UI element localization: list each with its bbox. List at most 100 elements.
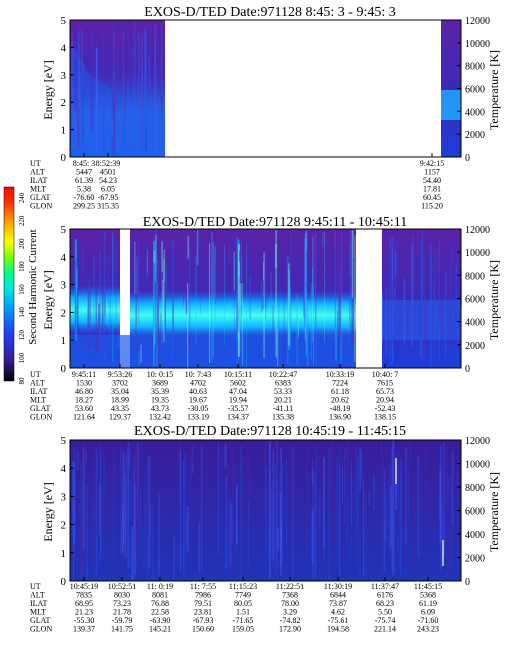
spectrogram-column (323, 457, 325, 547)
spectrogram-column (229, 500, 232, 567)
spectrogram-column (161, 22, 163, 96)
y-tick-label: 3 (61, 491, 67, 503)
y-tick-label: 1 (61, 548, 67, 560)
colorbar-label: Second Harmonic Current (27, 229, 39, 344)
y-tick-label: 3 (61, 280, 67, 292)
spectrogram-column (383, 469, 386, 573)
orbit-value: 47.04 (229, 387, 247, 396)
spectrogram-column (132, 505, 134, 577)
spectrogram-column (81, 89, 83, 154)
orbit-value: 4.62 (331, 608, 345, 617)
orbit-value: 9:42:15 (420, 159, 444, 168)
y-axis-label: Energy [eV] (41, 270, 55, 329)
spectrogram-column (341, 232, 343, 364)
spectrogram-column (123, 460, 126, 533)
spectrogram-column (132, 78, 134, 98)
orbit-value: 136.90 (329, 413, 351, 422)
spectrogram-column (281, 453, 283, 536)
spectrogram-column (94, 482, 96, 561)
spectrogram-column (398, 237, 399, 337)
spectrogram-column (148, 456, 151, 569)
orbit-value: 80.05 (234, 599, 252, 608)
row-label: ILAT (30, 599, 47, 608)
spectrogram-column (75, 449, 76, 572)
spectrogram-column (173, 535, 175, 580)
spectrogram-column (240, 241, 242, 351)
orbit-value: 22.58 (151, 608, 169, 617)
spectrogram-column (438, 240, 440, 360)
spectrogram-column (287, 341, 289, 354)
orbit-value: 19.67 (189, 396, 207, 405)
spectrogram-column (82, 245, 83, 276)
spectrogram-column (386, 489, 387, 543)
spectrogram-column (334, 488, 337, 544)
row-label: UT (30, 159, 41, 168)
spectrogram-column (89, 285, 91, 330)
spectrogram-column (424, 251, 426, 357)
spectrogram-column (122, 33, 124, 84)
y-tick-label: 2 (61, 520, 67, 532)
spectrogram-column (102, 92, 105, 131)
spectrogram-column (336, 454, 338, 568)
colorbar-tick-label: 140 (18, 307, 26, 318)
spectrogram-column (78, 26, 80, 81)
spectrogram-column (443, 442, 445, 557)
orbit-value: 11:22:51 (276, 582, 304, 591)
y-tick-label: 2 (61, 97, 67, 109)
spectrogram-column (240, 446, 242, 581)
spectrogram-column (147, 477, 149, 527)
orbit-value: 6.05 (101, 185, 115, 194)
spectrogram-column (136, 443, 139, 566)
spectrogram-column (280, 448, 282, 577)
spectrogram-column (74, 446, 76, 557)
spectrogram-column (90, 73, 92, 133)
spectrogram-data (441, 20, 461, 157)
row-label: GLON (30, 202, 52, 211)
orbit-value: -52.43 (375, 404, 396, 413)
spectrogram-column (268, 524, 270, 553)
orbit-value: 61.18 (331, 387, 349, 396)
spectrogram-column (240, 258, 243, 317)
spectrogram-column (351, 230, 354, 299)
spectrogram-column (148, 56, 151, 89)
spectrogram-column (355, 445, 357, 563)
orbit-value: 19.94 (229, 396, 247, 405)
spectrogram-column (344, 450, 346, 524)
spectrogram-column (241, 283, 244, 366)
spectrogram-column (138, 234, 140, 325)
spectrogram-column (79, 524, 82, 580)
spectrogram-column (195, 257, 197, 345)
y2-tick-label: 6000 (465, 507, 485, 518)
orbit-value: 7615 (377, 379, 393, 388)
spectrogram-column (164, 245, 166, 339)
orbit-value: 65.73 (376, 387, 394, 396)
spectrogram-column (81, 85, 84, 144)
spectrogram-column (153, 328, 155, 347)
spectrogram-column (159, 494, 161, 550)
spectrogram-column (311, 509, 314, 564)
spectrogram-column (380, 441, 382, 458)
spectrogram-column (393, 466, 396, 501)
y-tick-label: 0 (61, 363, 67, 375)
y-tick-label: 2 (61, 307, 67, 319)
orbit-value: 150.60 (192, 625, 214, 634)
spectrogram-column (430, 242, 432, 368)
spectrogram-column (394, 288, 396, 303)
spectrogram-column (153, 250, 156, 263)
spectrogram-column (270, 272, 272, 314)
spectrogram-column (140, 441, 142, 453)
row-label: UT (30, 370, 41, 379)
spectrogram-column (382, 450, 385, 577)
y2-tick-label: 2000 (465, 130, 485, 141)
spectrogram-column (236, 237, 239, 366)
orbit-value: 11:15:23 (229, 582, 257, 591)
spectrogram-column (290, 232, 292, 366)
y2-tick-label: 10000 (465, 39, 490, 50)
spectrogram-column (319, 455, 321, 580)
orbit-value: 10:15:11 (224, 370, 252, 379)
spectrogram-column (157, 263, 160, 365)
spectrogram-column (392, 331, 394, 344)
spectrogram-column (312, 268, 314, 295)
spectrogram-column (224, 260, 226, 286)
spectrogram-column (398, 452, 400, 569)
